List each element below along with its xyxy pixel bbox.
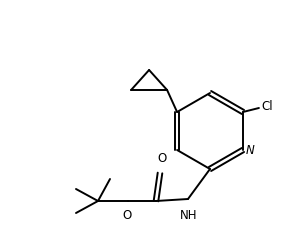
Text: N: N [246,143,255,156]
Text: O: O [157,152,167,165]
Text: NH: NH [180,209,198,222]
Text: Cl: Cl [261,100,273,113]
Text: O: O [122,209,132,222]
